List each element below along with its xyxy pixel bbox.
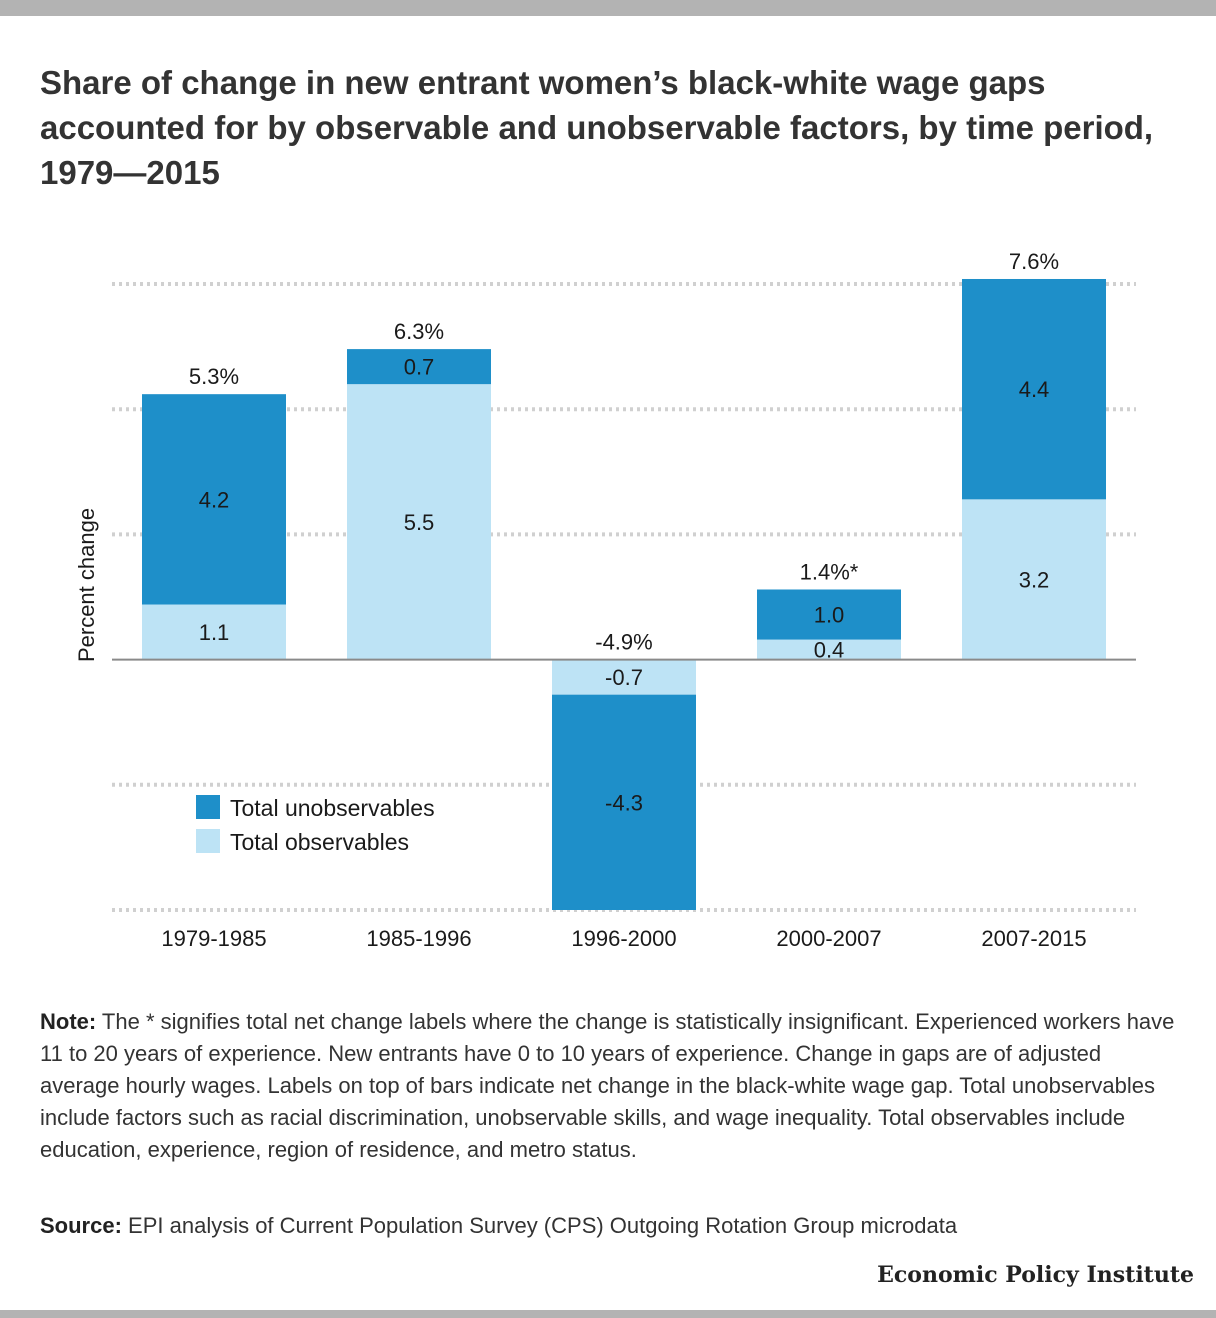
chart-title: Share of change in new entrant women’s b… xyxy=(40,64,1154,191)
total-label: 6.3% xyxy=(394,319,444,344)
data-label-observables: 3.2 xyxy=(1019,567,1050,592)
bottom-border xyxy=(0,1310,1216,1318)
data-label-unobservables: 0.7 xyxy=(404,355,435,380)
bar-segment-unobservables xyxy=(347,349,491,385)
legend-swatch xyxy=(196,795,220,819)
top-border xyxy=(0,0,1216,16)
x-tick-label: 2000-2007 xyxy=(776,926,881,951)
bar-segment-observables xyxy=(757,639,901,660)
note: Note: The * signifies total net change l… xyxy=(40,1006,1180,1166)
bar-segment-unobservables xyxy=(962,278,1106,500)
bar-segment-observables xyxy=(962,499,1106,660)
data-label-unobservables: 4.2 xyxy=(199,487,230,512)
legend: Total unobservables Total observables xyxy=(196,795,435,855)
data-label-observables: -0.7 xyxy=(605,665,643,690)
bar-segment-observables xyxy=(347,384,491,660)
brand-logo: Economic Policy Institute xyxy=(877,1262,1194,1288)
source: Source: EPI analysis of Current Populati… xyxy=(40,1210,1180,1242)
data-label-observables: 1.1 xyxy=(199,620,230,645)
legend-label: Total observables xyxy=(230,829,409,855)
x-tick-labels: 1979-1985 1985-1996 1996-2000 2000-2007 2007… xyxy=(161,926,1086,951)
legend-swatch xyxy=(196,829,220,853)
bars xyxy=(112,278,1136,910)
bar-segment-unobservables xyxy=(142,394,286,605)
total-label: 7.6% xyxy=(1009,249,1059,274)
note-label: Note: xyxy=(40,1009,97,1034)
total-label: 5.3% xyxy=(189,364,239,389)
y-axis-label: Percent change xyxy=(74,508,99,662)
total-label: 1.4%* xyxy=(800,559,859,584)
bar-segment-observables xyxy=(552,659,696,695)
x-tick-label: 1996-2000 xyxy=(571,926,676,951)
data-label-unobservables: 4.4 xyxy=(1019,377,1050,402)
data-label-observables: 5.5 xyxy=(404,510,435,535)
source-text: EPI analysis of Current Population Surve… xyxy=(121,1213,958,1238)
legend-label: Total unobservables xyxy=(230,795,435,821)
x-tick-label: 1979-1985 xyxy=(161,926,266,951)
x-tick-label: 1985-1996 xyxy=(366,926,471,951)
data-label-observables: 0.4 xyxy=(814,638,845,663)
data-label-unobservables: 1.0 xyxy=(814,603,845,628)
data-label-unobservables: -4.3 xyxy=(605,790,643,815)
total-label: -4.9% xyxy=(595,630,652,655)
bar-segment-unobservables xyxy=(757,589,901,640)
bar-segment-unobservables xyxy=(552,694,696,910)
bar-labels: 1.1 4.2 5.3% 5.5 0.7 6.3% -0.7 -4.3 -4.9% 0.4 1.0 1… xyxy=(189,249,1059,815)
x-tick-label: 2007-2015 xyxy=(981,926,1086,951)
stacked-bar-chart: 1.1 4.2 5.3% 5.5 0.7 6.3% -0.7 -4.3 -4.9% 0.4 1.0 1… xyxy=(74,249,1136,951)
bar-segment-observables xyxy=(142,604,286,660)
source-label: Source: xyxy=(40,1213,122,1238)
note-text: The * signifies total net change labels … xyxy=(40,1009,1175,1162)
